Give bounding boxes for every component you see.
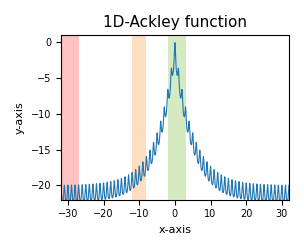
Bar <box>132 35 146 200</box>
Title: 1D-Ackley function: 1D-Ackley function <box>103 15 247 30</box>
X-axis label: x-axis: x-axis <box>158 225 192 235</box>
Bar <box>168 35 185 200</box>
Bar <box>61 35 79 200</box>
Y-axis label: y-axis: y-axis <box>15 101 25 134</box>
